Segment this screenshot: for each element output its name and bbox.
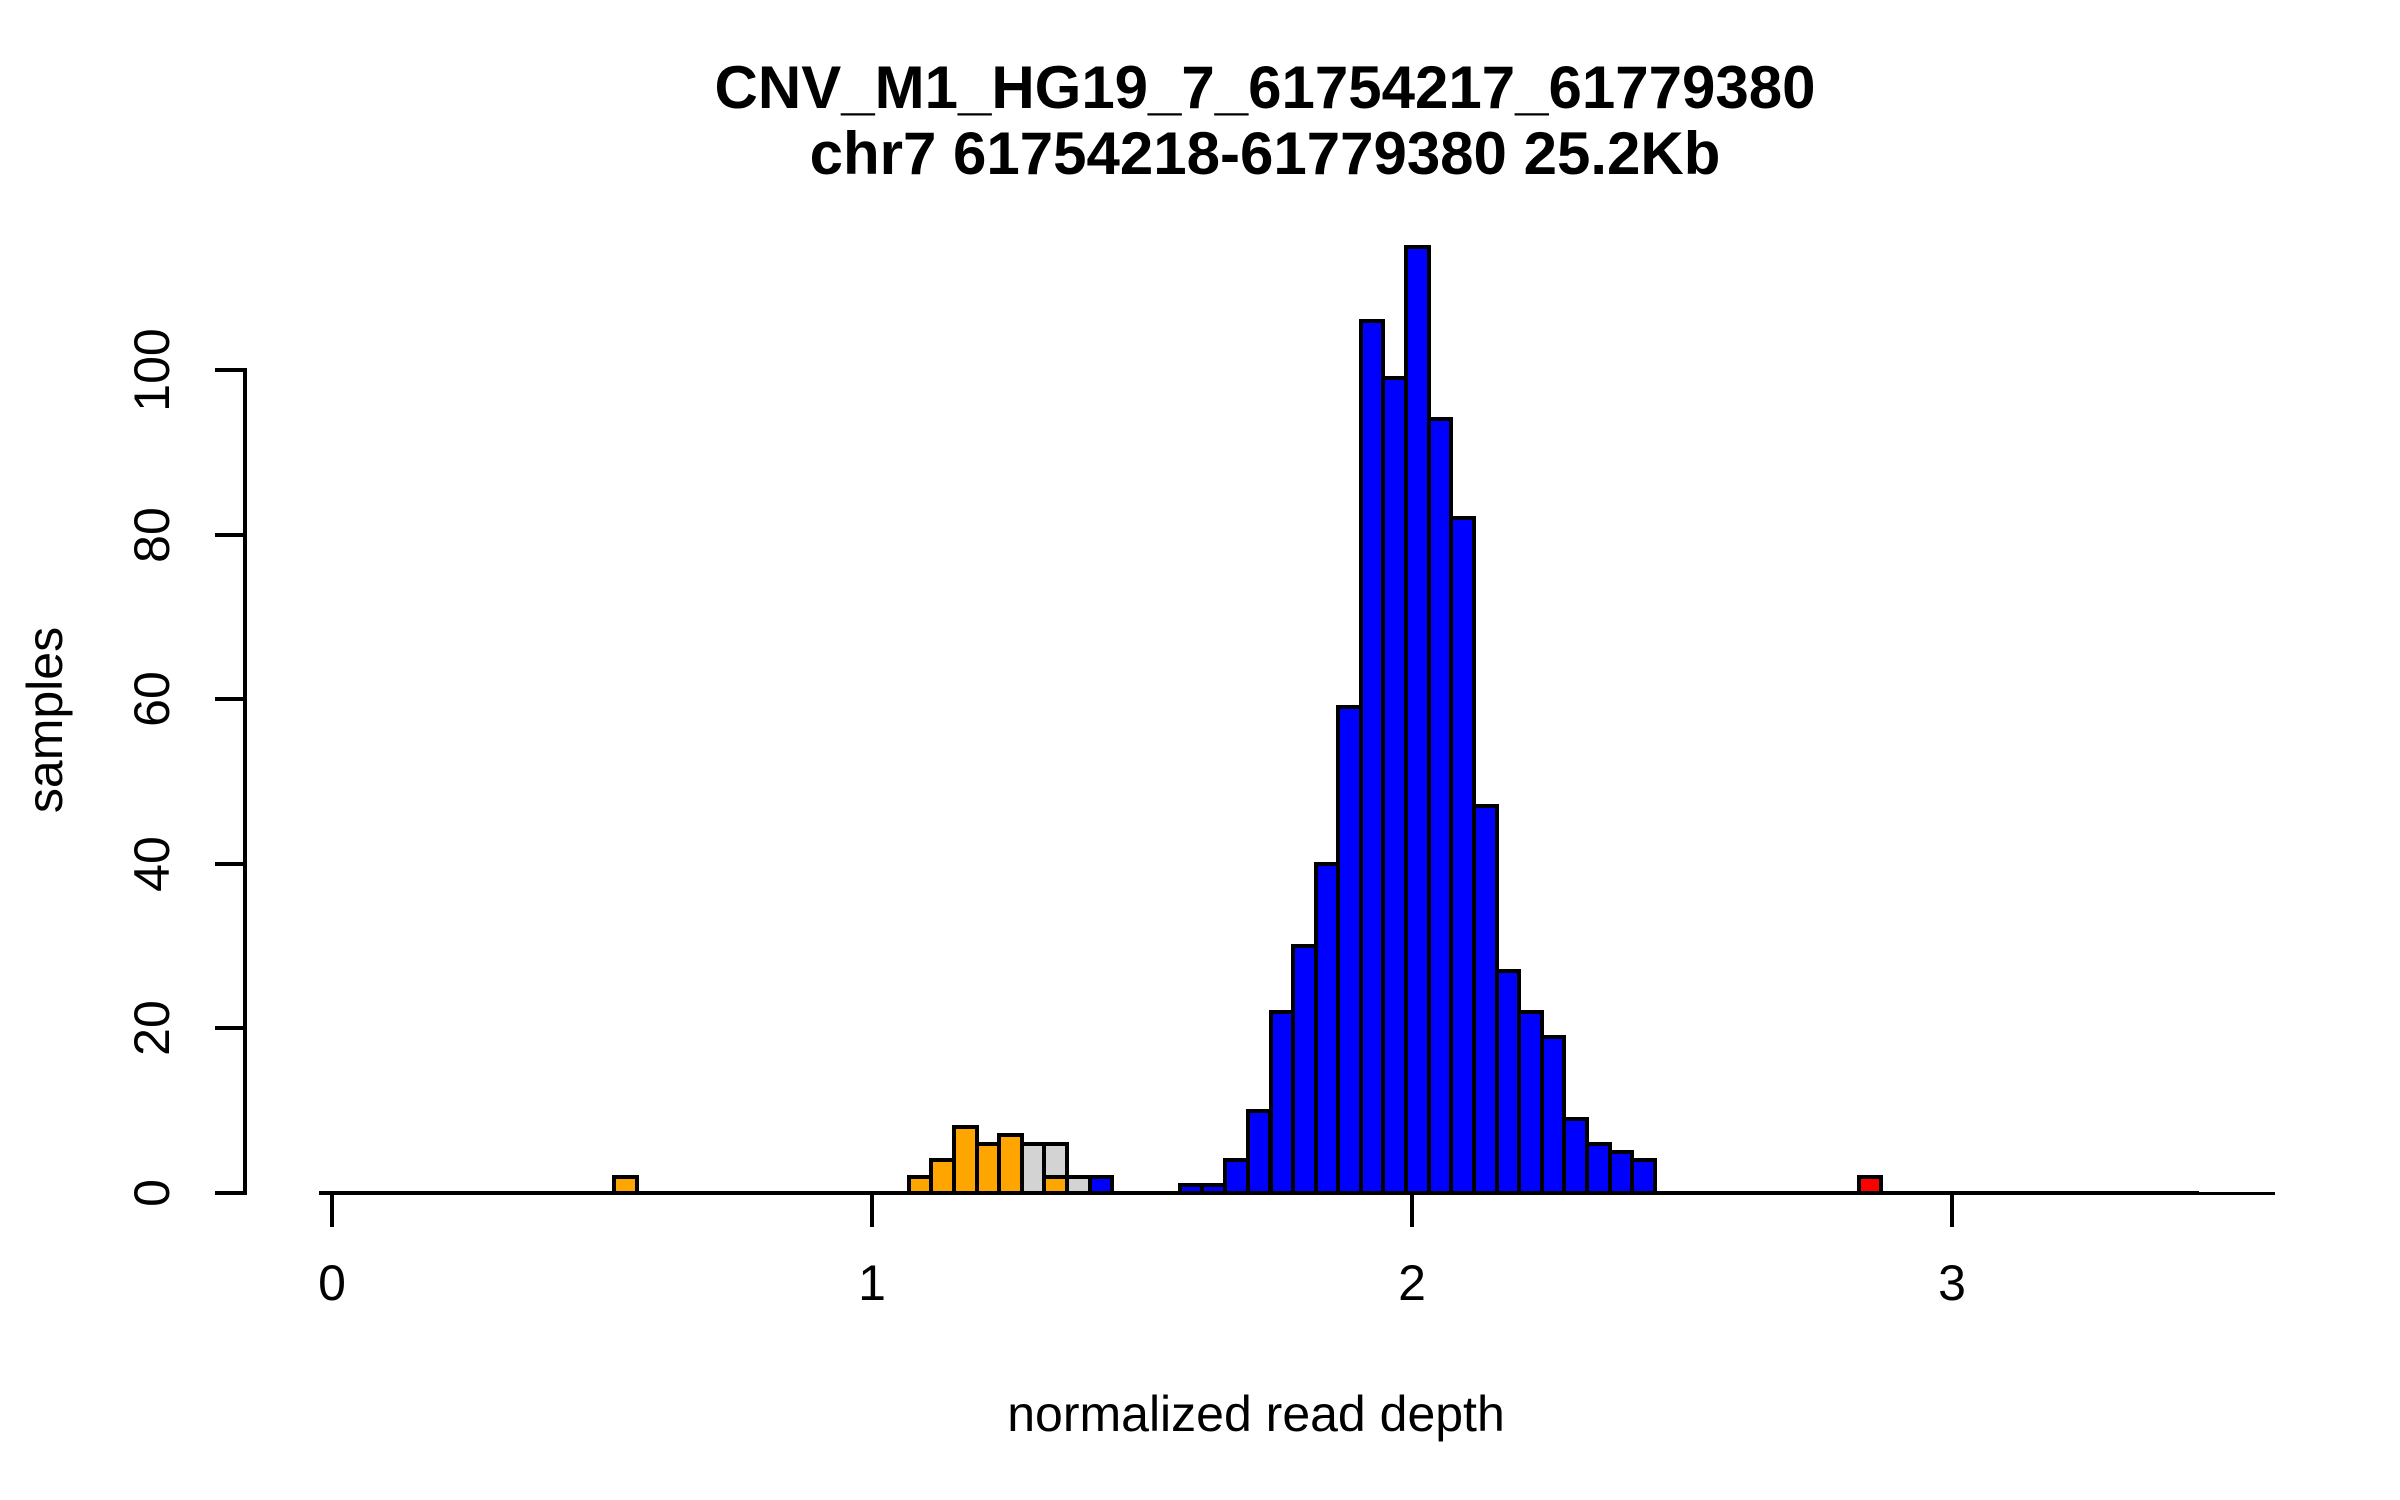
x-axis-tick-label: 0: [318, 1255, 346, 1311]
y-axis-tick: [215, 861, 245, 866]
histogram-bar-orange: [952, 1125, 979, 1195]
histogram-bar-blue: [1539, 1034, 1567, 1195]
y-axis-tick: [215, 368, 245, 372]
histogram-bar-orange: [612, 1174, 640, 1195]
y-axis-line: [243, 368, 247, 1195]
y-axis-title: samples: [17, 626, 73, 814]
histogram-bar-blue: [1245, 1108, 1273, 1195]
x-axis-tick: [870, 1195, 874, 1227]
histogram-bar-red: [1856, 1174, 1884, 1195]
y-axis-tick: [215, 697, 245, 702]
y-axis-tick: [215, 1026, 245, 1031]
y-axis-tick: [215, 1191, 245, 1195]
x-axis-tick: [330, 1195, 334, 1227]
x-axis-title: normalized read depth: [1007, 1386, 1505, 1442]
x-axis-tick-label: 2: [1398, 1255, 1426, 1311]
chart-title-line-2: chr7 61754218-61779380 25.2Kb: [809, 120, 1721, 187]
histogram-bar-blue: [1630, 1158, 1657, 1195]
histogram-bar-blue: [1404, 244, 1431, 1195]
x-axis-tick: [1410, 1195, 1414, 1227]
x-axis-baseline-extension: [2199, 1192, 2275, 1195]
y-axis-tick: [215, 532, 245, 537]
y-axis-tick-label: 100: [124, 328, 180, 412]
histogram-bar-blue: [1087, 1174, 1115, 1195]
x-axis-tick: [1950, 1195, 1954, 1227]
x-axis-tick-label: 1: [858, 1255, 886, 1311]
histogram-bar-orange: [1042, 1174, 1069, 1195]
x-axis-tick-label: 3: [1938, 1255, 1966, 1311]
chart-title-line-1: CNV_M1_HG19_7_61754217_61779380: [714, 54, 1816, 121]
